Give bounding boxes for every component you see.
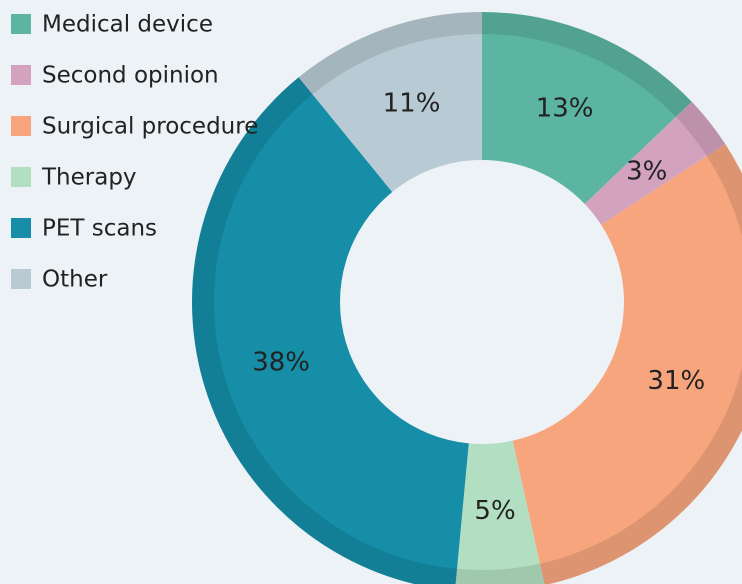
- legend-swatch: [11, 218, 31, 238]
- value-label: 13%: [536, 93, 594, 123]
- donut-segment: [482, 12, 692, 204]
- value-label: 38%: [252, 348, 310, 378]
- legend-swatch: [11, 269, 31, 289]
- legend-label: Surgical procedure: [42, 114, 258, 140]
- legend-label: Second opinion: [42, 63, 219, 89]
- segment-rim: [455, 563, 545, 584]
- segment-rim: [482, 12, 692, 117]
- legend-swatch: [11, 116, 31, 136]
- value-label: 11%: [383, 89, 441, 119]
- donut-segment: [192, 77, 469, 584]
- legend-label: Other: [42, 267, 108, 293]
- legend-label: Medical device: [42, 12, 213, 38]
- legend-swatch: [11, 14, 31, 34]
- value-label: 3%: [626, 156, 667, 186]
- segment-rim: [298, 12, 482, 95]
- segment-rim: [675, 101, 726, 157]
- legend-label: PET scans: [42, 216, 157, 242]
- donut-segment: [584, 101, 726, 225]
- value-label: 5%: [474, 496, 515, 526]
- legend-swatch: [11, 167, 31, 187]
- donut-segment: [298, 12, 482, 192]
- value-label: 31%: [647, 366, 705, 396]
- segment-rim: [539, 144, 742, 584]
- donut-segment: [455, 440, 545, 584]
- legend-label: Therapy: [41, 165, 137, 191]
- segment-rim: [192, 77, 458, 584]
- donut-segment: [512, 144, 742, 584]
- legend-swatch: [11, 65, 31, 85]
